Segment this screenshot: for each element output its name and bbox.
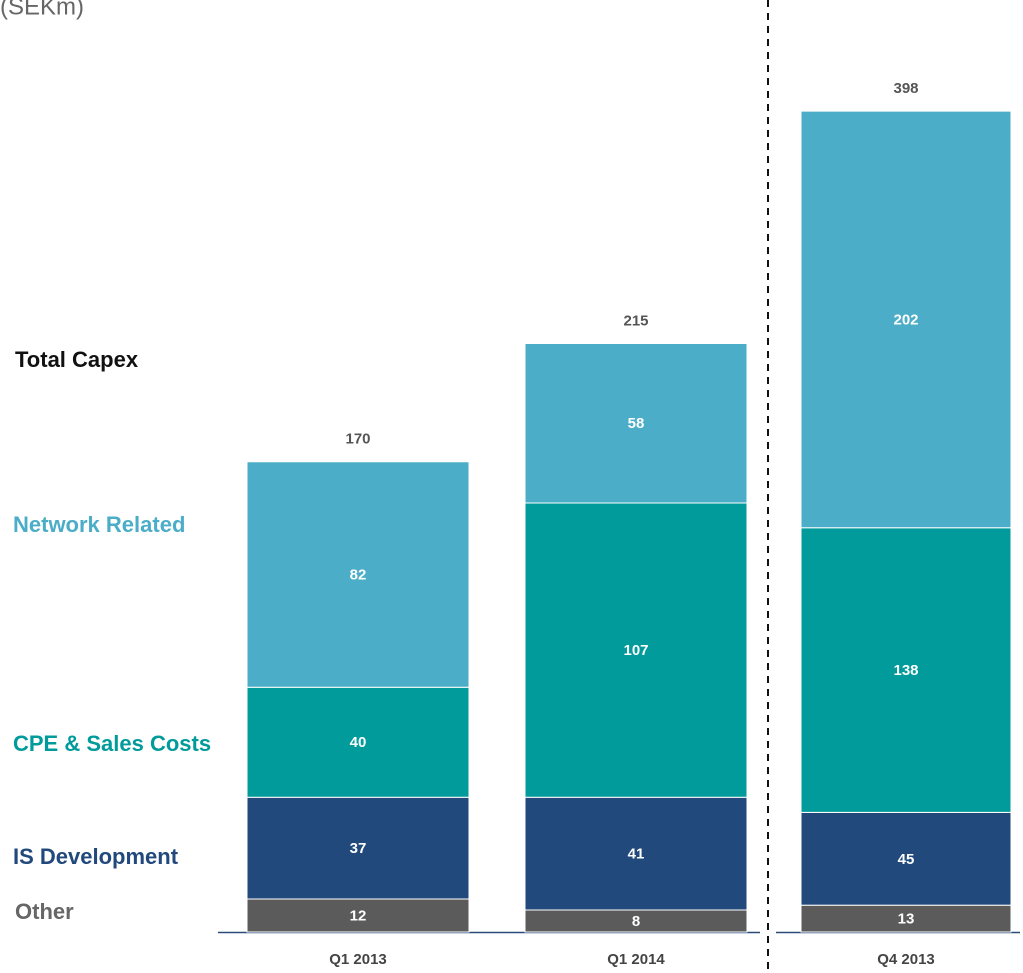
legend-label: IS Development [13, 844, 179, 869]
unit-label: (SEKm) [0, 0, 84, 20]
bar-segment [524, 502, 748, 798]
legend-label: Network Related [13, 512, 185, 537]
data-label: 138 [893, 662, 918, 679]
data-label: 45 [898, 851, 915, 868]
bar-segment [246, 898, 470, 933]
legend-label: Other [15, 899, 74, 924]
total-label: 215 [623, 312, 648, 329]
data-label: 107 [623, 642, 648, 659]
x-tick-label: Q4 2013 [877, 951, 935, 968]
bar-segment [246, 686, 470, 798]
bar-segment [524, 343, 748, 504]
bar-segment [524, 796, 748, 911]
data-label: 41 [628, 846, 645, 863]
data-label: 202 [893, 311, 918, 328]
total-label: 170 [345, 431, 370, 448]
x-tick-label: Q1 2014 [607, 951, 665, 968]
data-label: 13 [898, 911, 915, 928]
bar-segment [800, 904, 1012, 933]
data-label: 40 [350, 734, 367, 751]
bar-segment [800, 527, 1012, 813]
bar-segment [800, 811, 1012, 906]
total-label: 398 [893, 80, 918, 97]
x-tick-label: Q1 2013 [329, 951, 387, 968]
total-label: Total Capex [15, 347, 139, 372]
bar-segment [246, 461, 470, 688]
data-label: 8 [632, 913, 640, 930]
bar-segment [800, 110, 1012, 529]
data-label: 58 [628, 415, 645, 432]
data-label: 12 [350, 907, 367, 924]
data-label: 82 [350, 566, 367, 583]
legend-label: CPE & Sales Costs [13, 731, 211, 756]
data-label: 37 [350, 840, 367, 857]
